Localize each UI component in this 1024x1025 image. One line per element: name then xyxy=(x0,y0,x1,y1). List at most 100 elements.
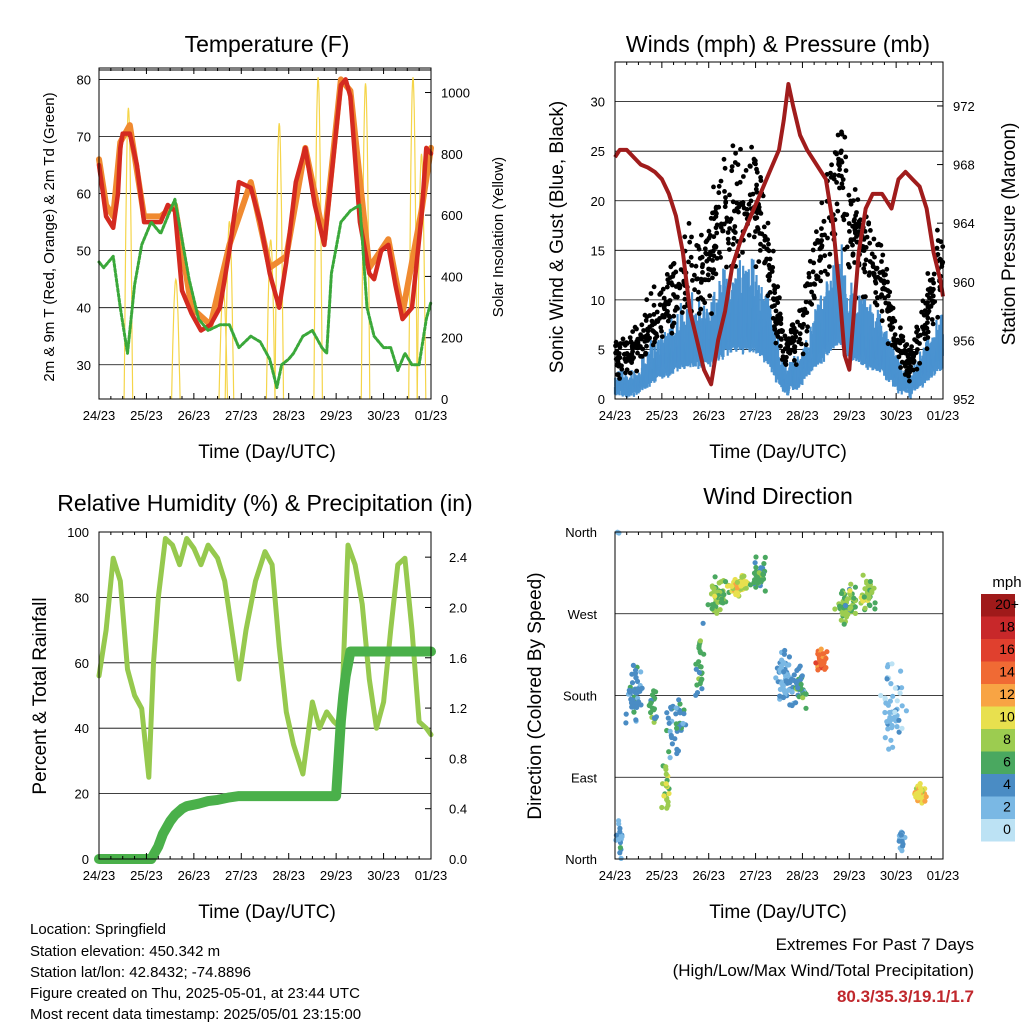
wind-gust-point xyxy=(669,330,675,336)
colorbar-label: 10 xyxy=(999,709,1015,725)
wind-gust-point xyxy=(651,329,656,334)
wind-direction-point xyxy=(659,804,665,811)
wind-direction-point xyxy=(652,715,658,721)
wind-gust-point xyxy=(725,230,731,235)
wind-direction-point xyxy=(781,669,787,675)
relative-humidity-line xyxy=(96,536,434,780)
wind-gust-point xyxy=(664,272,670,277)
wind-gust-point xyxy=(786,347,792,353)
wind-direction-point xyxy=(618,855,624,862)
wind-gust-point xyxy=(775,300,781,306)
wind-direction-point xyxy=(815,667,821,673)
wind-gust-point xyxy=(722,165,728,171)
wind-gust-point xyxy=(661,295,667,301)
colorbar-label: 4 xyxy=(1003,776,1011,792)
wind-gust-point xyxy=(834,180,839,185)
wind-gust-point xyxy=(682,234,688,240)
wind-gust-point xyxy=(886,316,892,322)
colorbar-label: 14 xyxy=(999,664,1015,680)
wind-gust-point xyxy=(890,305,896,311)
wind-gust-point xyxy=(620,336,626,342)
wind-direction-point xyxy=(892,685,899,691)
wind-gust-point xyxy=(746,232,752,238)
wind-direction-point xyxy=(632,667,639,673)
wind-gust-point xyxy=(804,328,810,334)
wind-gust-point xyxy=(723,195,728,200)
wind-direction-point xyxy=(899,848,905,854)
direction-xtick-label: 29/23 xyxy=(833,868,866,883)
wind-direction-point xyxy=(674,725,680,731)
wind-gust-point xyxy=(721,156,727,162)
wind-gust-point xyxy=(776,317,782,323)
winds-pressure-plot-area: 0 5 10 15 20 25 30 952 956 960 964 968 972 24/23 25/23… xyxy=(591,61,975,423)
humidity-ytick-label: 20 xyxy=(75,787,89,802)
wind-direction-point xyxy=(799,673,805,679)
wind-direction-point xyxy=(817,658,823,664)
wind-direction-point xyxy=(816,652,822,658)
wind-direction-point xyxy=(889,661,895,667)
wind-gust-point xyxy=(775,313,780,319)
wind-gust-point xyxy=(690,278,695,283)
colorbar-swatch xyxy=(981,774,1015,797)
wind-direction-point xyxy=(813,660,819,666)
wind-direction-point xyxy=(630,662,637,669)
wind-gust-point xyxy=(766,273,772,279)
temperature-xtick-label: 28/23 xyxy=(272,408,305,423)
wind-gust-point xyxy=(878,276,883,282)
wind-direction-point xyxy=(888,737,894,743)
wind-gust-point xyxy=(694,276,700,282)
precip-ytick-label: 1.2 xyxy=(449,701,467,716)
temperature-xtick-label: 29/23 xyxy=(320,408,353,423)
wind-gust-point xyxy=(906,352,912,357)
wind-gust-point xyxy=(710,258,715,263)
wind-gust-point xyxy=(764,246,770,252)
wind-gust-point xyxy=(783,358,789,364)
insolation-ylabel: Solar Insolation (Yellow) xyxy=(490,157,507,317)
wind-gust-point xyxy=(720,228,726,234)
pressure-ytick-label: 964 xyxy=(953,216,975,231)
wind-gust-point xyxy=(698,280,704,285)
wind-gust-point xyxy=(657,316,662,321)
direction-ytick-label: North xyxy=(565,525,597,540)
wind-direction-point xyxy=(867,602,873,609)
wind-gust-point xyxy=(757,248,763,253)
wind-direction-point xyxy=(711,585,717,591)
colorbar-swatch xyxy=(981,684,1015,707)
wind-direction-point xyxy=(634,678,641,685)
wind-direction-point xyxy=(616,818,622,824)
wind-gust-point xyxy=(880,252,886,258)
wind-gust-point xyxy=(640,346,646,352)
wind-gust-point xyxy=(761,244,767,250)
temperature-ytick-label: 80 xyxy=(77,72,91,87)
wind-direction-point xyxy=(638,669,644,675)
pressure-ytick-label: 952 xyxy=(953,392,975,407)
temperature-ylabel: 2m & 9m T (Red, Orange) & 2m Td (Green) xyxy=(41,92,58,381)
pressure-ytick-label: 968 xyxy=(953,158,975,173)
wind-gust-point xyxy=(836,156,841,162)
wind-gust-point xyxy=(693,263,699,269)
wind-gust-point xyxy=(918,332,923,338)
wind-direction-point xyxy=(898,668,904,674)
wind-gust-point xyxy=(759,231,765,237)
wind-gust-point xyxy=(806,271,812,276)
wind-direction-point xyxy=(899,703,905,709)
wind-gust-point xyxy=(718,225,724,230)
wind-gust-point xyxy=(727,192,732,198)
wind-direction-point xyxy=(845,611,851,618)
wind-gust-point xyxy=(927,304,933,309)
wind-gust-point xyxy=(627,370,633,376)
wind-gust-point xyxy=(664,311,669,317)
wind-direction-point xyxy=(669,741,676,747)
wind-gust-point xyxy=(924,325,930,331)
wind-gust-point xyxy=(743,168,749,173)
wind-gust-point xyxy=(925,315,931,321)
wind-direction-point xyxy=(841,621,847,627)
wind-xtick-label: 24/23 xyxy=(599,408,632,423)
solar-insolation-spike xyxy=(123,107,134,400)
wind-direction-point xyxy=(803,705,809,711)
wind-gust-point xyxy=(662,306,667,312)
wind-gust-point xyxy=(645,328,651,334)
wind-gust-point xyxy=(925,335,931,340)
wind-gust-point xyxy=(935,314,941,320)
